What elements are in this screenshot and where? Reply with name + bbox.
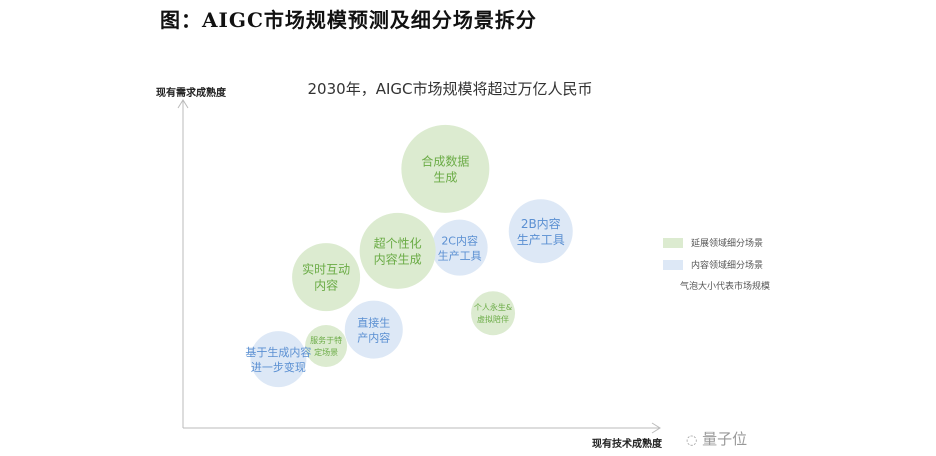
size-note-text: 气泡大小代表市场规模 [680,282,771,292]
bubble-circle [292,243,361,312]
y-axis-label: 现有需求成熟度 [156,88,226,99]
bubble-label: 直接生 [357,315,390,329]
bubble-circle [401,124,490,213]
legend-swatch-extended [663,237,683,248]
legend-swatch-content [663,259,683,270]
bubble-label: 实时互动 [302,262,350,277]
bubble-circle [359,212,436,289]
bubble-circle [344,300,403,359]
bubble-label: 基于生成内容 [245,345,311,359]
bubble-circle [305,325,348,367]
chart-title: 2030年，AIGC市场规模将超过万亿人民币 [307,80,593,98]
bubble-label: 个人永生& [474,302,512,312]
bubble-circle [250,331,307,388]
bubble-circle [471,291,516,336]
bubble-circle [431,219,488,276]
bubble-label: 服务于特 [310,335,342,345]
size-note: 气泡大小代表市场规模 [680,279,770,292]
bubble-label: 合成数据 [421,153,469,168]
bubble-label: 生成 [433,170,457,184]
legend-item-extended: 延展领域细分场景 [663,236,763,249]
bubble-label: 定场景 [314,347,338,357]
bubble-label: 虚拟陪伴 [477,314,509,324]
x-axis-arrow [651,422,661,434]
y-axis-arrow [177,99,189,109]
figure-title: 图：AIGC市场规模预测及细分场景拆分 [160,8,537,32]
watermark: ◌ 量子位 [686,428,747,449]
bubble-label: 2B内容 [521,216,561,231]
legend-item-content: 内容领域细分场景 [663,258,763,271]
bubble-label: 内容生成 [374,251,422,266]
bubble-label: 生产工具 [438,248,482,262]
x-axis-label: 现有技术成熟度 [592,439,662,450]
bubble-label: 2C内容 [441,233,478,247]
bubble-label: 内容 [314,278,338,293]
legend-label: 内容领域细分场景 [691,261,764,271]
axes [177,99,661,434]
bubble-label: 产内容 [357,330,390,344]
bubble-circle [508,199,573,264]
wechat-icon: ◌ [686,433,698,448]
watermark-text: 量子位 [702,430,748,448]
bubbles: 合成数据生成2B内容生产工具2C内容生产工具超个性化内容生成实时互动内容个人永生… [245,124,573,388]
bubble-label: 生产工具 [517,233,565,247]
legend-label: 延展领域细分场景 [691,239,764,249]
bubble-label: 进一步变现 [251,360,306,374]
bubble: 个人永生&虚拟陪伴 [471,291,516,336]
bubble-label: 超个性化 [374,235,422,250]
